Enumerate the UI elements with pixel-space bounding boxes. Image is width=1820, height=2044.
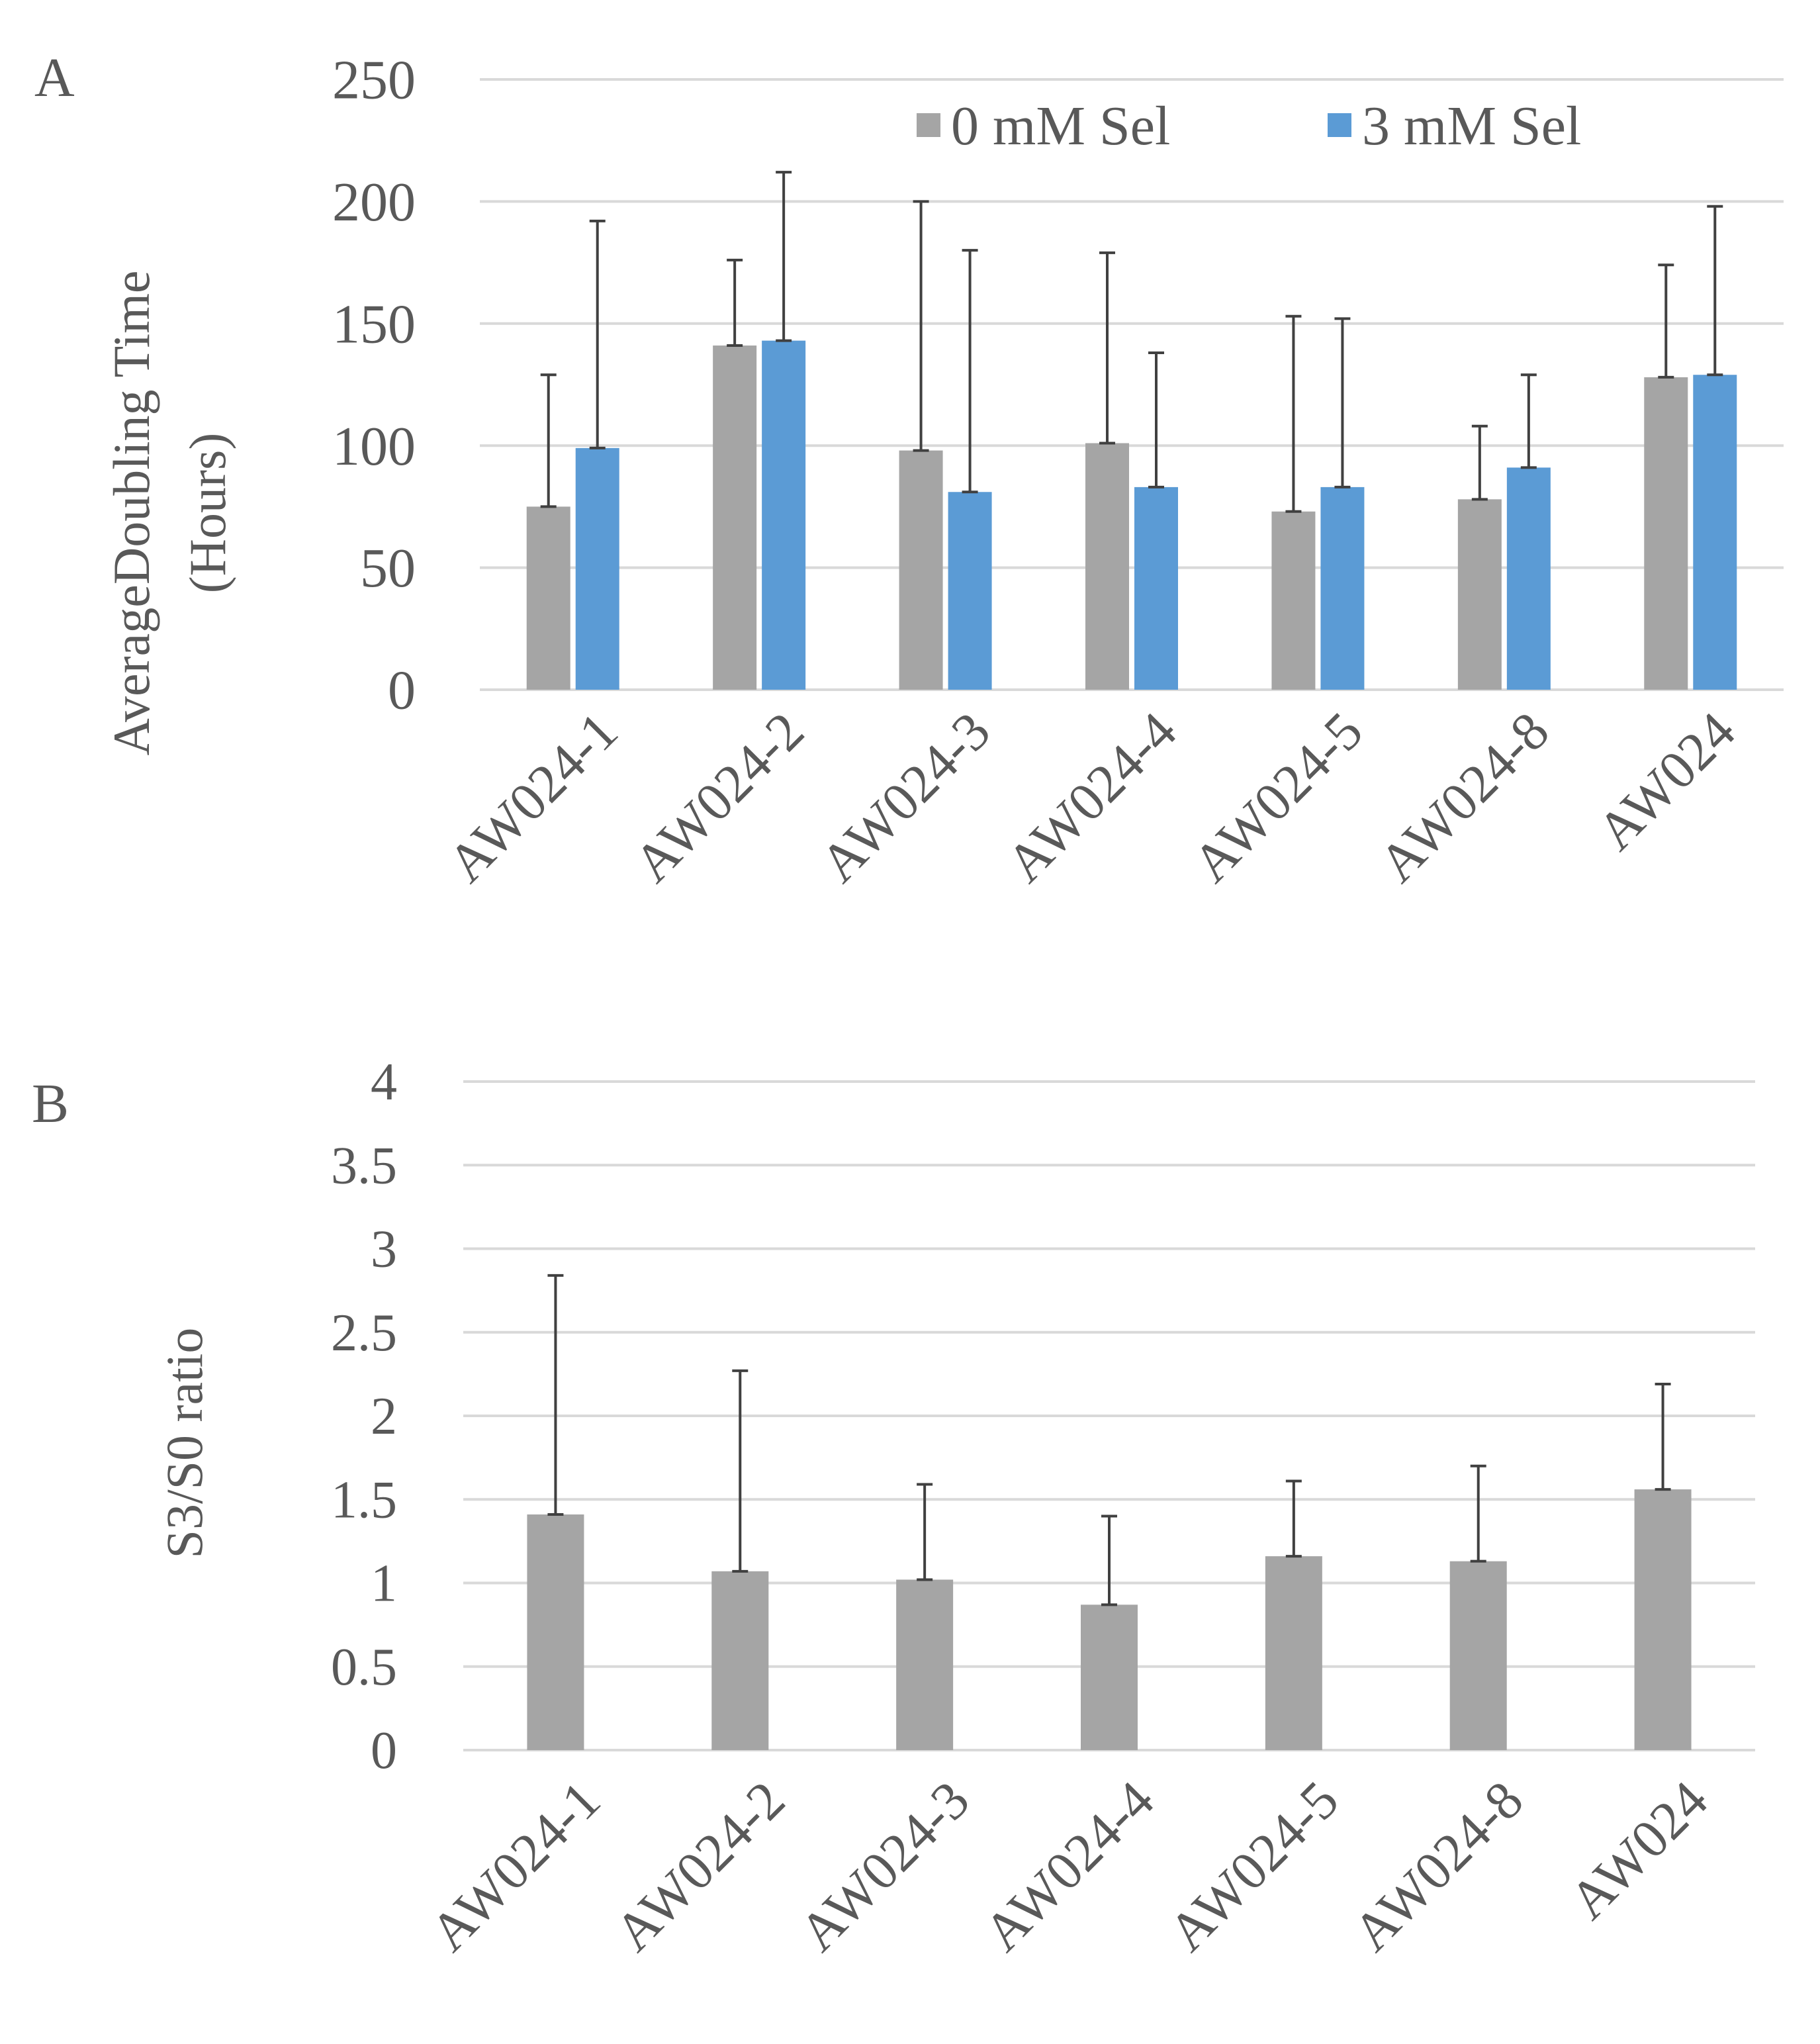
- panel-b-y-tick-label: 1.5: [331, 1471, 397, 1529]
- panel-a-y-tick-label: 0: [388, 660, 416, 721]
- panel-b-bar-s0-aw024-8: [1449, 1561, 1507, 1750]
- legend-label-3mm: 3 mM Sel: [1362, 95, 1581, 157]
- panel-a-x-tick-label: AW024-2: [622, 700, 815, 894]
- panel-a-error-bars: [540, 171, 1723, 513]
- panel-b-bar-s0-aw024-5: [1265, 1556, 1322, 1750]
- panel-a-gridlines: [480, 78, 1784, 691]
- panel-b-x-tick-label: AW024-4: [972, 1769, 1165, 1963]
- panel-b-x-tick-label: AW024-3: [788, 1769, 981, 1963]
- panel-a-x-tick-label: AW024: [1586, 700, 1747, 861]
- panel-a-legend: 0 mM Sel 3 mM Sel: [917, 95, 1581, 157]
- panel-b-x-tick-label: AW024: [1558, 1769, 1719, 1930]
- panel-b-y-axis-label: S3/S0 ratio: [156, 1328, 213, 1559]
- panel-b-bar-s0-aw024-4: [1081, 1604, 1138, 1750]
- panel-a-bars: [526, 340, 1737, 690]
- panel-a-label: A: [34, 47, 75, 109]
- panel-a-bar-s0-aw024-2: [713, 345, 757, 690]
- panel-a-x-tick-label: AW024-4: [995, 700, 1188, 894]
- panel-b-label: B: [32, 1073, 69, 1135]
- panel-b-bar-s0-aw024-3: [896, 1579, 954, 1750]
- panel-a-y-tick-label: 100: [332, 416, 416, 477]
- panel-a-bar-s0-aw024: [1644, 377, 1688, 690]
- panel-a-bar-s0-aw024-8: [1457, 499, 1502, 690]
- panel-a-bar-s1-aw024: [1693, 375, 1737, 690]
- panel-b-y-tick-label: 4: [371, 1053, 397, 1111]
- panel-a-bar-s1-aw024-5: [1320, 487, 1365, 690]
- panel-b-x-tick-label: AW024-8: [1342, 1769, 1535, 1963]
- legend-swatch-3mm: [1328, 113, 1351, 137]
- panel-b-bar-s0-aw024-1: [527, 1514, 584, 1750]
- panel-a-y-tick-label: 200: [332, 171, 416, 233]
- panel-a-y-axis-label-line2: (Hours): [179, 433, 236, 594]
- panel-a-bar-s1-aw024-8: [1506, 467, 1551, 690]
- panel-a-x-ticks: AW024-1AW024-2AW024-3AW024-4AW024-5AW024…: [436, 700, 1747, 894]
- panel-a-x-tick-label: AW024-3: [809, 700, 1002, 894]
- panel-a-bar-s0-aw024-5: [1271, 511, 1316, 690]
- panel-b-y-tick-label: 1: [371, 1555, 397, 1613]
- panel-b-x-tick-label: AW024-5: [1157, 1769, 1350, 1963]
- panel-b-y-tick-label: 2.5: [331, 1304, 397, 1362]
- panel-a-bar-s1-aw024-4: [1134, 487, 1178, 690]
- panel-a-y-ticks: 0 50 100 150 200 250: [332, 50, 416, 721]
- panel-b-bar-s0-aw024: [1634, 1489, 1692, 1750]
- panel-a-bar-s1-aw024-2: [762, 340, 806, 690]
- legend-swatch-0mm: [917, 113, 940, 137]
- panel-b-y-tick-label: 0.5: [331, 1638, 397, 1696]
- panel-b-x-tick-label: AW024-2: [603, 1769, 796, 1963]
- panel-b-y-tick-label: 2: [371, 1387, 397, 1446]
- panel-b-x-ticks: AW024-1AW024-2AW024-3AW024-4AW024-5AW024…: [419, 1769, 1719, 1963]
- panel-b-x-tick-label: AW024-1: [419, 1769, 612, 1963]
- panel-a-bar-s1-aw024-3: [948, 492, 992, 690]
- panel-a-y-axis-label-line1: AverageDoubling Time: [103, 270, 160, 755]
- panel-a-x-tick-label: AW024-5: [1181, 700, 1375, 894]
- panel-b-chart: B 00.511.522.533.54 AW024-1AW024-2AW024-…: [32, 1053, 1755, 1963]
- panel-a-y-tick-label: 250: [332, 50, 416, 111]
- panel-b-y-tick-label: 3: [371, 1221, 397, 1279]
- panel-a-bar-s1-aw024-1: [575, 447, 619, 690]
- panel-b-bar-s0-aw024-2: [711, 1571, 769, 1750]
- panel-a-bar-s0-aw024-3: [899, 450, 943, 690]
- panel-b-bars: [527, 1489, 1692, 1750]
- panel-a-x-tick-label: AW024-8: [1367, 700, 1561, 894]
- panel-b-y-ticks: 0 0.5 1 1.5 2 2.5 3 3.5 4: [331, 1053, 397, 1780]
- panel-b-y-tick-label: 0: [371, 1722, 397, 1780]
- panel-b-error-bars: [547, 1274, 1671, 1606]
- legend-label-0mm: 0 mM Sel: [951, 95, 1170, 157]
- panel-a-bar-s0-aw024-1: [526, 506, 570, 690]
- panel-b-y-tick-label: 3.5: [331, 1137, 397, 1195]
- panel-a-bar-s0-aw024-4: [1085, 443, 1129, 690]
- panel-a-x-tick-label: AW024-1: [436, 700, 629, 894]
- panel-a-y-tick-label: 150: [332, 293, 416, 355]
- panel-a-y-tick-label: 50: [360, 537, 416, 599]
